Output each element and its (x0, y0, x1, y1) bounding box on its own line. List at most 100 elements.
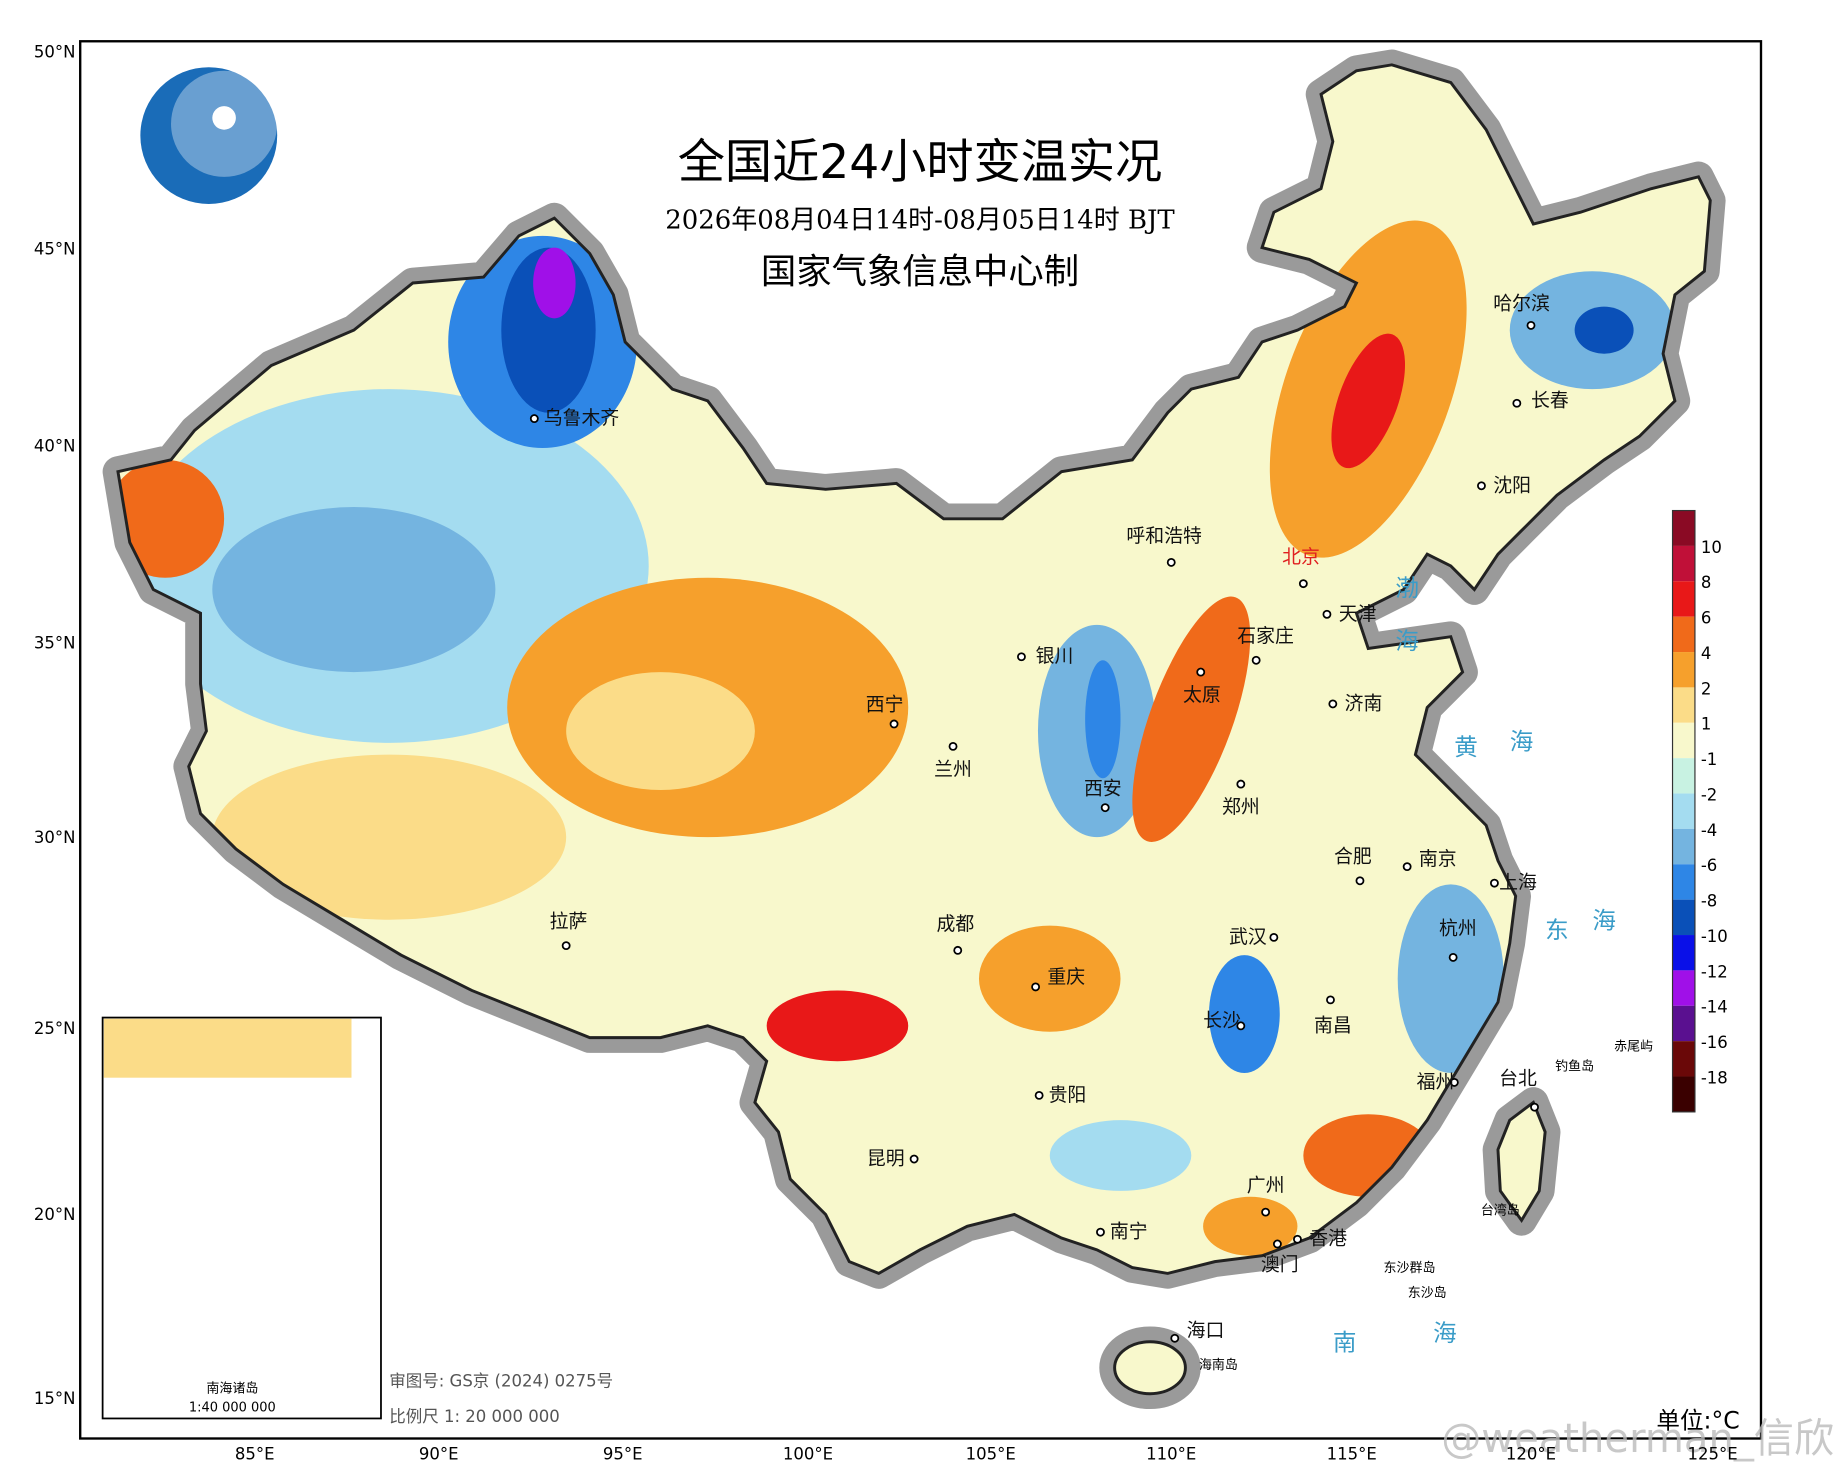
island-label: 钓鱼岛 (1555, 1059, 1594, 1075)
city-label: 郑州 (1222, 796, 1260, 818)
legend-label: -2 (1701, 785, 1717, 804)
city-dot (1096, 1227, 1105, 1237)
inset: 南海诸岛 1:40 000 000 (101, 1016, 382, 1420)
lon-label: 90°E (419, 1445, 459, 1464)
labels: 50°N 45°N 40°N 35°N 30°N 25°N 20°N 15°N 85°E 90°E… (34, 43, 1738, 1464)
legend-swatch (1672, 935, 1695, 971)
city-label: 福州 (1417, 1071, 1455, 1093)
city-dot (1328, 699, 1338, 709)
lat-label: 50°N (34, 43, 76, 62)
legend-swatch (1672, 616, 1695, 653)
lat-label: 35°N (34, 633, 76, 652)
sea-label: 海 (1395, 627, 1419, 655)
legend-swatch (1672, 1076, 1695, 1112)
city-dot (1100, 803, 1110, 813)
legend-label: 1 (1701, 715, 1712, 734)
island-label: 东沙岛 (1408, 1285, 1447, 1301)
city-label: 重庆 (1047, 966, 1085, 988)
city-dot (1251, 655, 1261, 665)
legend-swatch (1672, 545, 1695, 582)
city-dot (529, 414, 539, 424)
lon-label: 85°E (235, 1445, 275, 1464)
city-label: 昆明 (867, 1148, 905, 1170)
legend-label: -18 (1701, 1068, 1728, 1087)
city-dot (1236, 1021, 1246, 1031)
legend-label: -10 (1701, 927, 1728, 946)
city-label: 海口 (1187, 1320, 1225, 1342)
lat-label: 45°N (34, 239, 76, 258)
lon-label: 120°E (1506, 1445, 1556, 1464)
city-label: 长沙 (1203, 1010, 1241, 1032)
city-label: 杭州 (1439, 918, 1477, 940)
city-label: 南昌 (1314, 1014, 1352, 1036)
city-label: 西宁 (866, 694, 904, 716)
city-label: 成都 (937, 913, 975, 935)
city-dot (1298, 579, 1308, 589)
sea-label: 渤 (1395, 574, 1419, 602)
city-label: 天津 (1339, 603, 1377, 625)
island-label: 赤尾屿 (1614, 1040, 1653, 1055)
legend-label: 10 (1701, 538, 1722, 557)
sea-label: 海 (1592, 907, 1616, 935)
lat-label: 20°N (34, 1205, 76, 1224)
lon-label: 100°E (783, 1445, 833, 1464)
city-label: 武汉 (1229, 926, 1267, 948)
legend-label: -4 (1701, 821, 1717, 840)
legend-label: -16 (1701, 1033, 1728, 1052)
city-dot (1448, 953, 1458, 962)
island-label: 海南岛 (1199, 1357, 1238, 1373)
sea-label: 南 (1333, 1329, 1357, 1357)
legend-swatch (1672, 793, 1695, 829)
logo (140, 67, 278, 204)
legend-label: 2 (1701, 679, 1712, 698)
sea-label: 海 (1510, 727, 1534, 755)
city-dot (1402, 862, 1412, 872)
city-label: 呼和浩特 (1126, 525, 1202, 547)
legend-label: -12 (1701, 962, 1728, 981)
city-dot (1170, 1333, 1180, 1343)
city-label: 兰州 (934, 758, 972, 780)
scale-note: 比例尺 1: 20 000 000 (389, 1407, 560, 1426)
legend-swatch (1672, 864, 1695, 900)
legend-swatch (1672, 970, 1695, 1006)
city-dot (1269, 932, 1279, 942)
city-label: 广州 (1247, 1175, 1285, 1197)
sea-label: 海 (1433, 1319, 1457, 1347)
legend-label: -6 (1701, 856, 1717, 875)
legend-swatch (1672, 652, 1695, 688)
sea-label: 黄 (1454, 733, 1478, 761)
city-dot (1166, 558, 1176, 567)
subtitle: 2026年08月04日14时-08月05日14时 BJT (665, 206, 1175, 236)
lon-label: 115°E (1327, 1445, 1377, 1464)
city-label: 哈尔滨 (1493, 293, 1550, 315)
city-dot (1449, 1077, 1459, 1087)
city-label: 香港 (1309, 1228, 1347, 1250)
city-label: 上海 (1499, 872, 1537, 894)
legend-label: 8 (1701, 573, 1712, 592)
legend-swatch (1672, 1041, 1695, 1077)
legend-label: -14 (1701, 998, 1728, 1017)
city-dot (1293, 1234, 1302, 1244)
city-dot (1477, 481, 1486, 491)
city-dot (1322, 609, 1332, 619)
legend-label: -8 (1701, 892, 1717, 911)
city-dot (953, 945, 963, 955)
city-dot (561, 941, 571, 951)
legend-swatch (1672, 581, 1695, 617)
legend-frame (1671, 509, 1696, 1113)
city-dot (889, 719, 899, 729)
inset-title: 南海诸岛 (206, 1380, 258, 1396)
title: 全国近24小时变温实况 (678, 135, 1163, 190)
island-label: 东沙群岛 (1384, 1260, 1436, 1276)
legend-swatch (1672, 828, 1695, 865)
map-body: 全国近24小时变温实况 2026年08月04日14时-08月05日14时 BJT… (34, 40, 1834, 1464)
lon-label: 125°E (1688, 1445, 1738, 1464)
lon-label: 105°E (966, 1445, 1016, 1464)
legend-swatch (1672, 899, 1695, 936)
city-label: 银川 (1036, 645, 1074, 667)
city-label: 澳门 (1261, 1254, 1299, 1276)
lat-label: 15°N (34, 1389, 76, 1408)
city-label: 南京 (1419, 848, 1457, 870)
legend-swatch (1672, 758, 1695, 794)
